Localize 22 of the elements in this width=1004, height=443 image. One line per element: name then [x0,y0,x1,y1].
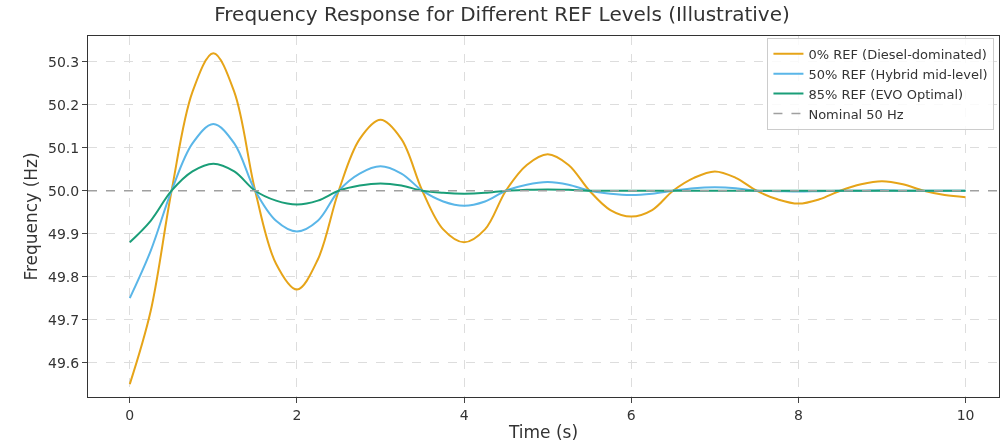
legend-label: 85% REF (EVO Optimal) [808,86,964,102]
x-tick-label: 0 [125,406,135,423]
x-tick-label: 8 [793,406,803,423]
legend-label: Nominal 50 Hz [808,106,904,122]
y-tick-label: 50.3 [48,53,80,70]
y-tick-label: 49.7 [48,311,80,328]
y-tick-label: 50.0 [48,182,80,199]
y-tick-label: 50.1 [48,139,80,156]
x-tick-label: 6 [626,406,636,423]
chart-title: Frequency Response for Different REF Levels (Illustrative) [214,1,790,26]
line-series [128,162,967,244]
x-tick-label: 10 [956,406,975,423]
x-axis-title: Time (s) [507,422,579,443]
x-tick-label: 2 [292,406,302,423]
legend-label: 50% REF (Hybrid mid-level) [808,66,988,82]
y-tick-label: 49.9 [48,225,80,242]
y-tick-label: 49.6 [48,354,80,371]
y-tick-label: 50.2 [48,96,80,113]
legend-label: 0% REF (Diesel-dominated) [808,46,987,62]
y-tick-label: 49.8 [48,268,80,285]
x-tick-label: 4 [459,406,469,423]
y-axis-title: Frequency (Hz) [20,152,41,281]
